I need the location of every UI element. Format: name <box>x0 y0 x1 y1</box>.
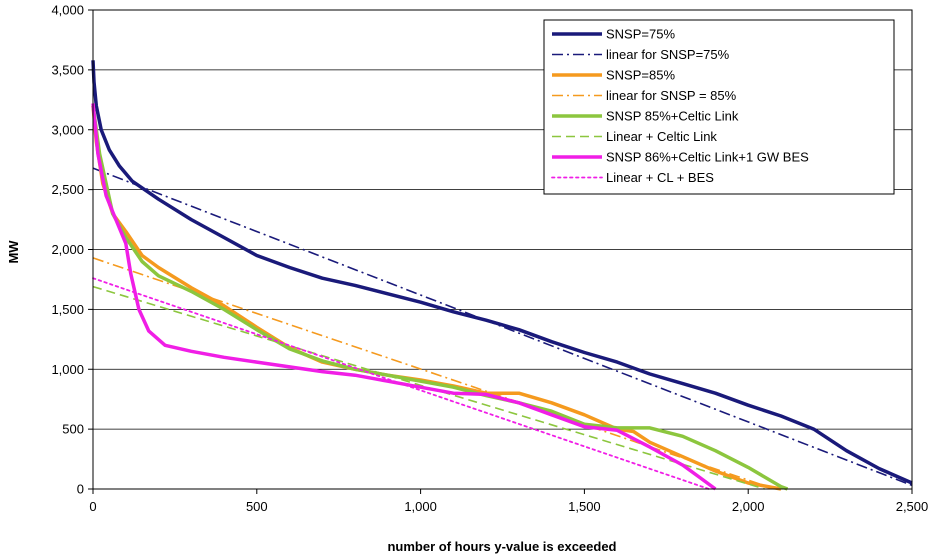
series-line <box>92 257 775 490</box>
series-lines <box>91 60 913 491</box>
y-tick-label: 500 <box>62 422 84 437</box>
x-axis-title: number of hours y-value is exceeded <box>387 539 616 554</box>
y-tick-label: 1,000 <box>51 362 84 377</box>
x-tick-label: 1,500 <box>568 499 601 514</box>
x-tick-labels: 0 500 1,000 1,500 2,000 2,500 <box>89 499 928 514</box>
x-tick-label: 2,000 <box>732 499 765 514</box>
y-tick-label: 3,000 <box>51 122 84 137</box>
y-tick-label: 2,000 <box>51 242 84 257</box>
series-line <box>91 60 913 485</box>
x-tick-label: 1,000 <box>404 499 437 514</box>
y-tick-label: 4,000 <box>51 3 84 18</box>
legend-label: Linear + CL + BES <box>606 170 714 185</box>
series-line <box>91 105 789 491</box>
y-tick-label: 2,500 <box>51 182 84 197</box>
legend-label: Linear + Celtic Link <box>606 129 717 144</box>
legend-label: SNSP=75% <box>606 27 675 42</box>
y-axis-title: MW <box>6 240 21 264</box>
plot-frame <box>92 9 913 490</box>
legend-label: SNSP=85% <box>606 68 675 83</box>
series-line <box>91 103 717 491</box>
y-tick-label: 3,500 <box>51 62 84 77</box>
x-tick-label: 0 <box>89 499 96 514</box>
legend-label: linear for SNSP = 85% <box>606 88 737 103</box>
legend-box <box>543 19 895 195</box>
legend-label: linear for SNSP=75% <box>606 47 730 62</box>
legend-label: SNSP 86%+Celtic Link+1 GW BES <box>606 150 809 165</box>
series-line <box>92 277 710 490</box>
y-tick-label: 0 <box>77 482 84 497</box>
legend: SNSP=75% linear for SNSP=75% SNSP=85% linea… <box>543 19 895 195</box>
y-tick-labels: 0 500 1,000 1,500 2,000 2,500 3,000 3,500 4,000 <box>51 3 84 497</box>
legend-label: SNSP 85%+Celtic Link <box>606 109 739 124</box>
axes <box>88 9 913 494</box>
y-tick-label: 1,500 <box>51 302 84 317</box>
x-tick-label: 2,500 <box>896 499 929 514</box>
x-tick-label: 500 <box>246 499 268 514</box>
